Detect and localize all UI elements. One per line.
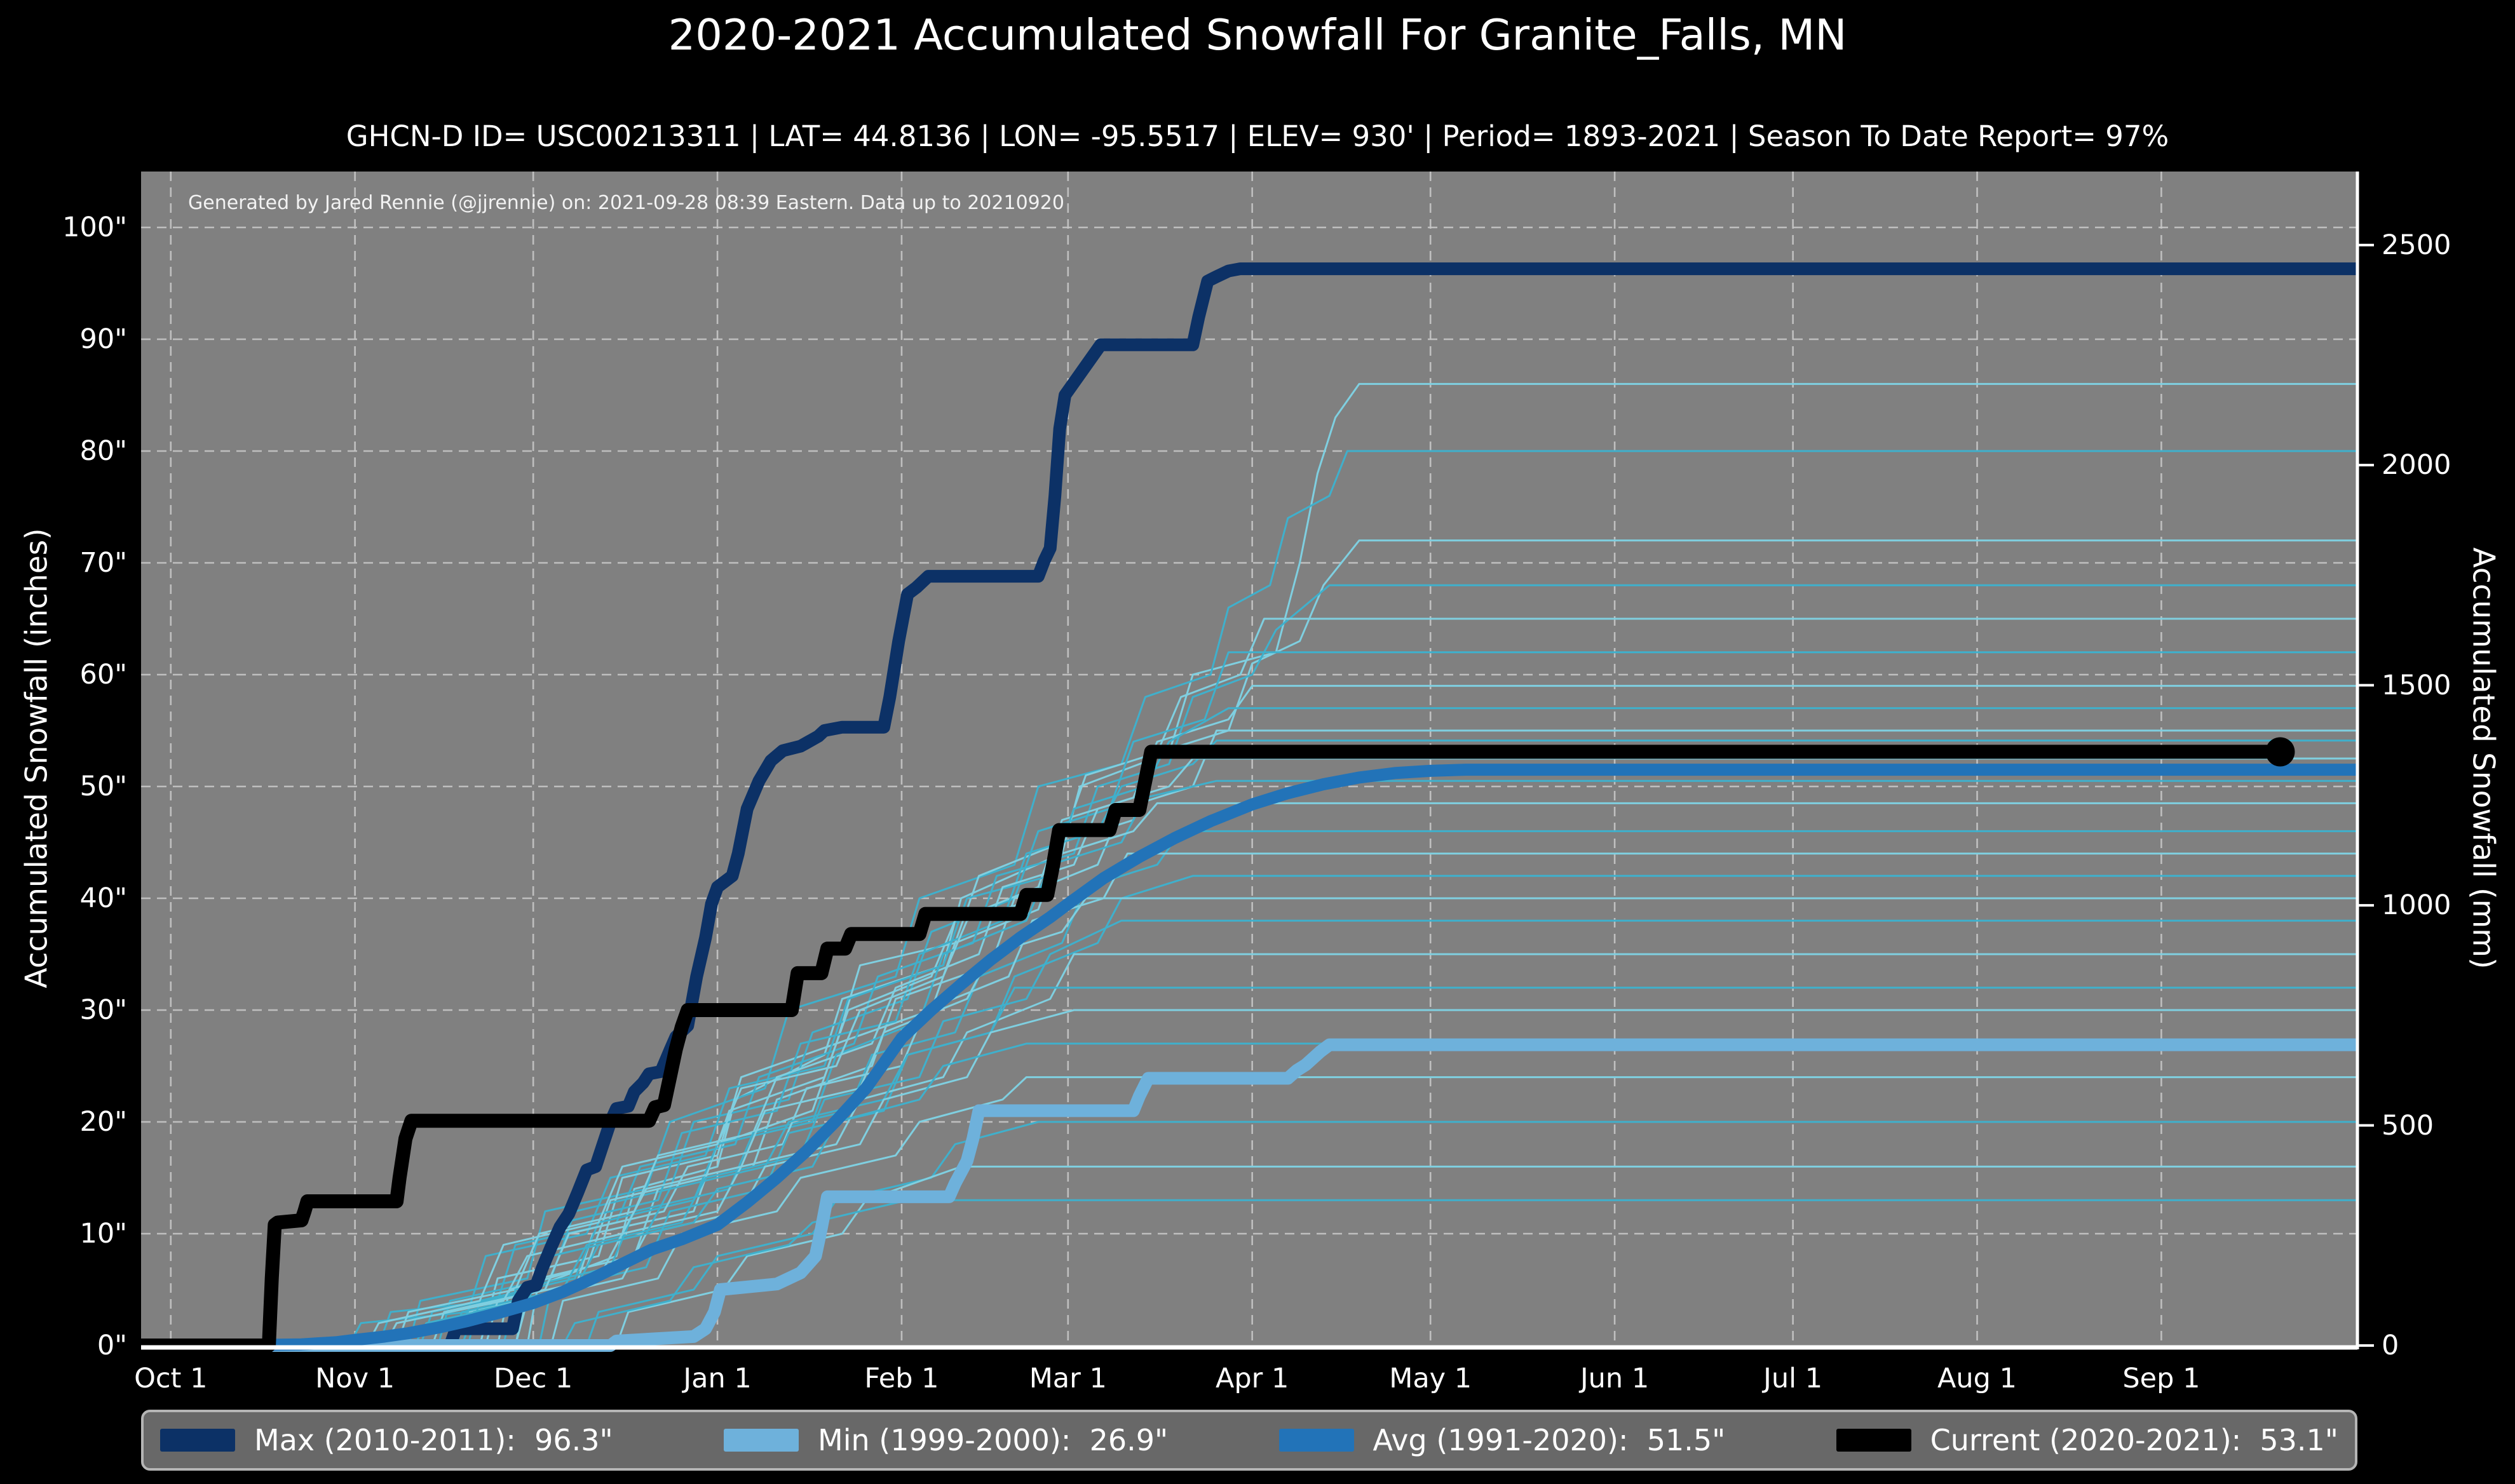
current-end-marker [2265,737,2295,767]
y-tick-label: 60" [79,659,128,691]
y-tick-label: 0" [97,1330,127,1361]
series-line-min [141,1038,2357,1352]
series-line-max [141,262,2357,1352]
y-axis-label-mm: Accumulated Snowfall (mm) [2465,547,2501,969]
y-tick-label: 10" [79,1218,128,1250]
historical-season-line [141,584,2357,1347]
legend-item-min: Min (1999-2000): 26.9" [724,1423,1168,1457]
historical-season-line [141,1076,2357,1347]
y-tick-label: 20" [79,1106,128,1138]
y-right-tick-label: 2000 [2382,449,2451,482]
y-right-tick-label: 500 [2382,1109,2434,1142]
x-tick-label: Nov 1 [315,1363,395,1394]
legend-swatch-max [160,1429,235,1452]
x-tick-label: Aug 1 [1937,1363,2017,1394]
y-right-tick-label: 0 [2382,1330,2399,1361]
legend-item-max: Max (2010-2011): 96.3" [160,1423,613,1457]
historical-season-line [141,802,2357,1347]
chart-title: 2020-2021 Accumulated Snowfall For Grani… [668,10,1847,60]
y-right-tick-label: 1000 [2382,889,2451,922]
x-tick-label: Dec 1 [494,1363,573,1394]
historical-season-line [141,897,2357,1347]
y-tick-label: 80" [79,435,128,467]
y-tick-label: 30" [79,994,128,1026]
legend-label-min: Min (1999-2000): 26.9" [818,1423,1169,1457]
y-tick-label: 70" [79,547,128,579]
x-tick-label: Jan 1 [683,1363,752,1394]
historical-season-line [141,987,2357,1347]
series-line-current [141,745,2281,1352]
y-right-tick-label: 1500 [2382,669,2451,701]
y-tick-label: 90" [79,323,128,355]
series-line-avg [140,764,2357,1352]
legend-swatch-avg [1278,1429,1354,1452]
historical-season-line [141,1121,2357,1347]
x-tick-label: May 1 [1389,1363,1472,1394]
legend-swatch-current [1836,1429,1911,1452]
historical-season-line [141,830,2357,1347]
legend-item-avg: Avg (1991-2020): 51.5" [1278,1423,1726,1457]
y-tick-label: 50" [79,771,128,802]
chart-subtitle: GHCN-D ID= USC00213311 | LAT= 44.8136 | … [346,119,2169,153]
x-tick-label: Apr 1 [1215,1363,1289,1394]
legend-swatch-min [724,1429,799,1452]
y-axis-label-inches: Accumulated Snowfall (inches) [19,528,55,988]
historical-season-line [141,1199,2357,1347]
historical-season-line [141,1042,2357,1347]
legend-item-current: Current (2020-2021): 53.1" [1836,1423,2338,1457]
generated-by-annotation: Generated by Jared Rennie (@jjrennie) on… [188,192,1064,214]
x-tick-label: Oct 1 [134,1363,208,1394]
x-tick-label: Jun 1 [1580,1363,1650,1394]
historical-season-line [141,779,2357,1347]
y-right-tick-label: 2500 [2382,229,2451,261]
y-tick-label: 100" [62,212,127,243]
x-tick-label: Jul 1 [1763,1363,1823,1394]
historical-season-line [141,757,2357,1347]
legend-label-avg: Avg (1991-2020): 51.5" [1373,1423,1726,1457]
legend-label-current: Current (2020-2021): 53.1" [1930,1423,2338,1457]
x-tick-label: Feb 1 [864,1363,939,1394]
legend-label-max: Max (2010-2011): 96.3" [254,1423,613,1457]
historical-season-line [141,1165,2357,1347]
x-tick-label: Sep 1 [2122,1363,2200,1394]
legend: Max (2010-2011): 96.3" Min (1999-2000): 2… [141,1410,2357,1471]
y-tick-label: 40" [79,882,128,914]
x-tick-label: Mar 1 [1029,1363,1107,1394]
